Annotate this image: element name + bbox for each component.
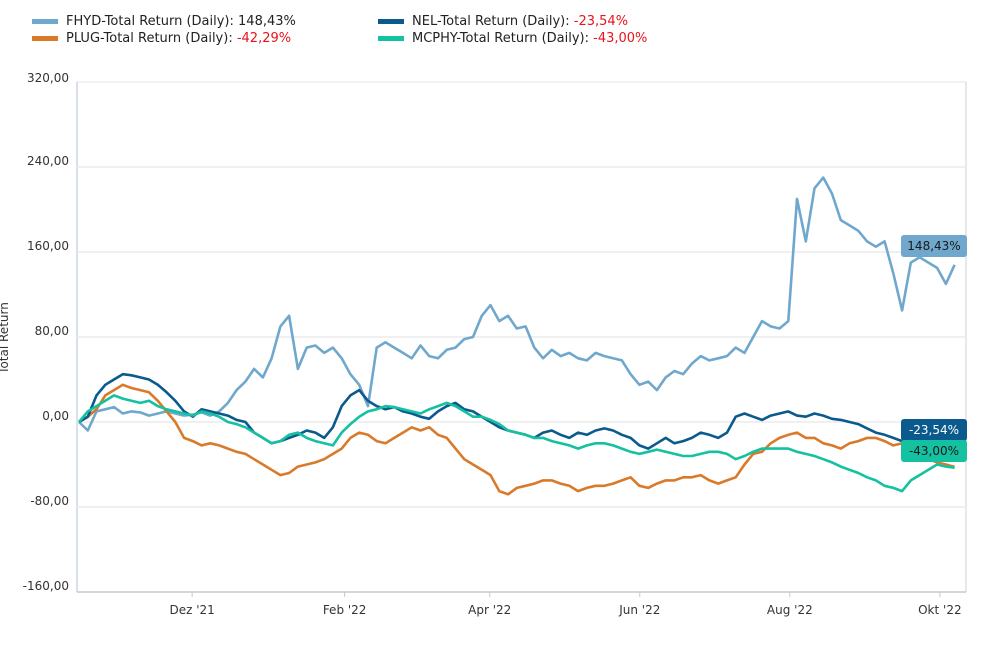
end-label-text-fhyd: 148,43% bbox=[907, 239, 960, 253]
legend-value-mcphy: -43,00% bbox=[593, 31, 648, 46]
legend-value-nel: -23,54% bbox=[573, 14, 629, 29]
y-tick-label: -80,00 bbox=[30, 494, 69, 508]
y-tick-label: 240,00 bbox=[27, 154, 69, 168]
end-labels: 148,43% -23,54% -43,00% bbox=[901, 235, 967, 462]
end-label-box-mcphy bbox=[901, 440, 967, 462]
y-axis: 320,00 240,00 160,00 80,00 0,00 -80,00 -160,00 bbox=[23, 71, 69, 593]
legend-swatch-mcphy bbox=[378, 36, 404, 41]
end-label-box-fhyd bbox=[901, 235, 967, 257]
y-tick-label: 320,00 bbox=[27, 71, 69, 85]
series-line-plug bbox=[78, 383, 955, 496]
legend-value-fhyd: 148,43% bbox=[238, 14, 296, 29]
series-line-nel bbox=[78, 372, 955, 450]
end-label-nel: -23,54% bbox=[901, 419, 967, 441]
x-tick-label: Apr '22 bbox=[468, 603, 511, 617]
end-label-box-nel bbox=[901, 419, 967, 441]
x-tick-label: Feb '22 bbox=[323, 603, 367, 617]
y-tick-label: 0,00 bbox=[42, 409, 69, 423]
legend-swatch-plug bbox=[32, 36, 58, 41]
end-label-fhyd: 148,43% bbox=[901, 235, 967, 257]
legend-item-plug[interactable]: PLUG-Total Return (Daily): -42,29% bbox=[32, 31, 291, 46]
x-tick-label: Dez '21 bbox=[169, 603, 214, 617]
end-label-text-nel: -23,54% bbox=[909, 423, 959, 437]
legend-label-plug: PLUG-Total Return (Daily) bbox=[66, 31, 229, 46]
x-tick-label: Aug '22 bbox=[767, 603, 813, 617]
y-tick-label: 80,00 bbox=[35, 324, 69, 338]
series-line-mcphy bbox=[77, 394, 955, 493]
legend-value-plug: -42,29% bbox=[236, 31, 292, 46]
y-axis-title: Total Return bbox=[0, 302, 11, 375]
gridlines bbox=[76, 81, 967, 593]
legend-swatch-fhyd bbox=[32, 19, 58, 24]
x-axis: Dez '21 Feb '22 Apr '22 Jun '22 Aug '22 Okt '… bbox=[169, 592, 962, 617]
legend-label-nel: NEL-Total Return (Daily) bbox=[412, 14, 566, 29]
series-lines bbox=[77, 176, 956, 496]
x-tick-label: Jun '22 bbox=[618, 603, 660, 617]
end-label-mcphy: -43,00% bbox=[901, 440, 967, 462]
legend-item-nel[interactable]: NEL-Total Return (Daily): -23,54% bbox=[378, 14, 628, 29]
series-line-fhyd bbox=[78, 176, 956, 432]
legend-label-fhyd: FHYD-Total Return (Daily) bbox=[66, 14, 230, 29]
legend-label-mcphy: MCPHY-Total Return (Daily) bbox=[412, 31, 585, 46]
legend-swatch-nel bbox=[378, 19, 404, 24]
y-tick-label: -160,00 bbox=[23, 579, 69, 593]
y-tick-label: 160,00 bbox=[27, 239, 69, 253]
end-label-text-mcphy: -43,00% bbox=[909, 444, 959, 458]
x-tick-label: Okt '22 bbox=[918, 603, 961, 617]
legend-item-fhyd[interactable]: FHYD-Total Return (Daily): 148,43% bbox=[32, 14, 296, 29]
legend-item-mcphy[interactable]: MCPHY-Total Return (Daily): -43,00% bbox=[378, 31, 647, 46]
